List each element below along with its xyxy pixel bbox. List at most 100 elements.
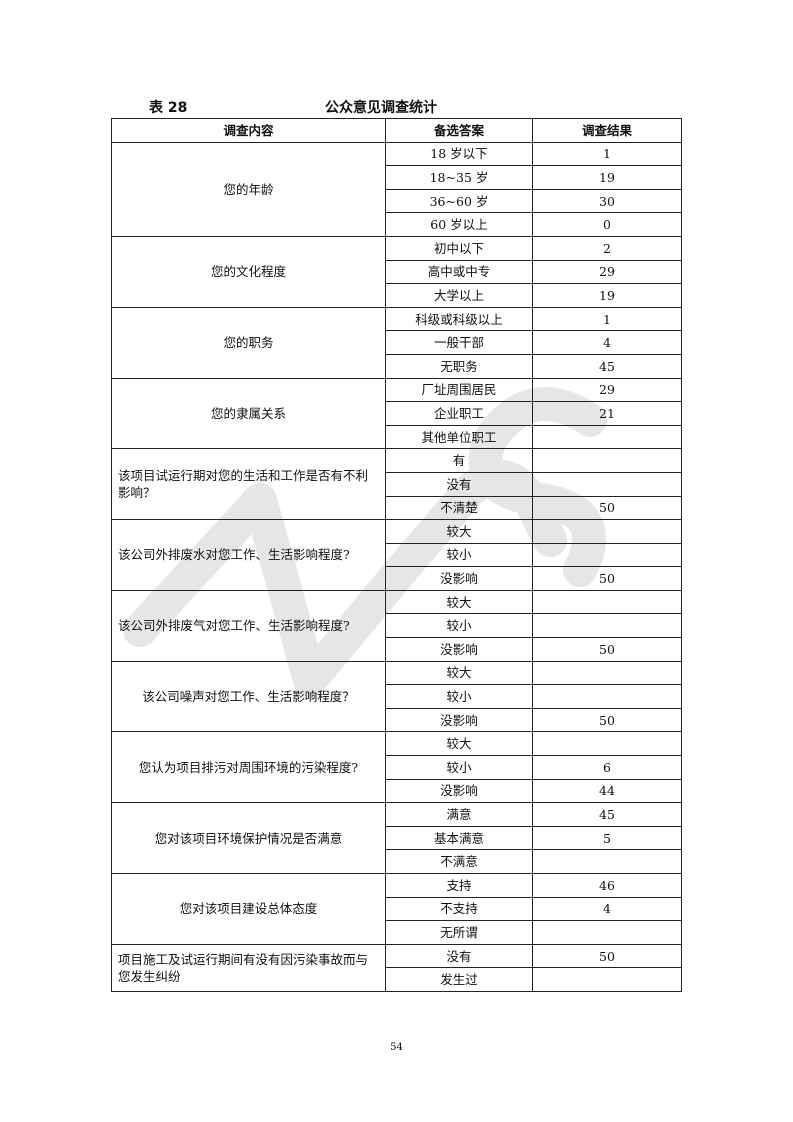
answer-cell: 科级或科级以上 bbox=[385, 306, 533, 332]
result-cell: 45 bbox=[532, 802, 682, 827]
result-cell: 50 bbox=[532, 943, 682, 969]
result-cell: 4 bbox=[532, 330, 682, 355]
result-cell: 5 bbox=[532, 825, 682, 851]
result-cell bbox=[532, 731, 682, 757]
result-cell bbox=[532, 589, 682, 615]
answer-cell: 没有 bbox=[385, 471, 533, 497]
table-row: 一般干部 4 bbox=[112, 330, 682, 355]
result-cell: 6 bbox=[532, 755, 682, 780]
result-cell bbox=[532, 967, 682, 992]
result-cell: 4 bbox=[532, 896, 682, 922]
answer-cell: 较大 bbox=[385, 731, 533, 757]
table-row: 18~35 岁 19 bbox=[112, 165, 682, 190]
answer-cell: 无职务 bbox=[385, 353, 533, 379]
answer-cell: 60 岁以上 bbox=[385, 212, 533, 237]
table-row: 不清楚 50 bbox=[112, 495, 682, 521]
result-cell: 45 bbox=[532, 353, 682, 379]
answer-cell: 没有 bbox=[385, 943, 533, 969]
result-cell: 1 bbox=[532, 141, 682, 167]
result-cell bbox=[532, 542, 682, 568]
table-row: 您的职务 科级或科级以上 1 bbox=[111, 306, 682, 379]
answer-cell: 不满意 bbox=[385, 849, 533, 874]
answer-cell: 较大 bbox=[385, 589, 533, 615]
answer-cell: 36~60 岁 bbox=[385, 188, 533, 214]
result-cell bbox=[532, 471, 682, 497]
result-cell: 29 bbox=[532, 377, 682, 403]
question-cell: 项目施工及试运行期间有没有因污染事故而与您发生纠纷 bbox=[111, 943, 386, 992]
result-cell bbox=[532, 660, 682, 686]
table-row: 较小 bbox=[112, 684, 682, 709]
table-row: 较小 bbox=[112, 613, 682, 639]
answer-cell: 无所谓 bbox=[385, 920, 533, 945]
table-row: 60 岁以上 0 bbox=[112, 212, 682, 237]
question-cell: 该公司外排废气对您工作、生活影响程度? bbox=[111, 589, 386, 662]
table-row: 无职务 45 bbox=[112, 353, 682, 379]
answer-cell: 没影响 bbox=[385, 707, 533, 733]
result-cell: 30 bbox=[532, 188, 682, 214]
result-cell: 46 bbox=[532, 873, 682, 898]
answer-cell: 企业职工 bbox=[385, 401, 533, 426]
table-row: 项目施工及试运行期间有没有因污染事故而与您发生纠纷 没有 50 bbox=[111, 943, 682, 992]
answer-cell: 厂址周围居民 bbox=[385, 377, 533, 403]
table-row: 该公司外排废水对您工作、生活影响程度? 较大 bbox=[111, 519, 682, 591]
table-row: 发生过 bbox=[112, 967, 682, 992]
table-row: 该公司噪声对您工作、生活影响程度？ 较大 bbox=[111, 660, 682, 733]
question-cell: 您对该项目环境保护情况是否满意 bbox=[111, 802, 386, 874]
question-cell: 您认为项目排污对周围环境的污染程度? bbox=[111, 731, 386, 804]
answer-cell: 不支持 bbox=[385, 896, 533, 922]
survey-table: 调查内容 备选答案 调查结果 您的年龄 18 岁以下 1 18~35 岁 19 36~60… bbox=[111, 118, 682, 992]
table-row: 大学以上 19 bbox=[112, 283, 682, 308]
answer-cell: 满意 bbox=[385, 802, 533, 827]
table-row: 高中或中专 29 bbox=[112, 259, 682, 285]
answer-cell: 没影响 bbox=[385, 637, 533, 662]
answer-cell: 较小 bbox=[385, 613, 533, 639]
answer-cell: 较大 bbox=[385, 660, 533, 686]
question-cell: 该公司噪声对您工作、生活影响程度？ bbox=[111, 660, 386, 733]
result-cell bbox=[532, 424, 682, 450]
result-cell: 44 bbox=[532, 778, 682, 804]
table-row: 该公司外排废气对您工作、生活影响程度? 较大 bbox=[111, 589, 682, 662]
answer-cell: 较大 bbox=[385, 519, 533, 544]
answer-cell: 高中或中专 bbox=[385, 259, 533, 285]
answer-cell: 发生过 bbox=[385, 967, 533, 992]
table-title: 公众意见调查统计 bbox=[325, 100, 437, 116]
table-row: 较小 bbox=[112, 542, 682, 568]
result-cell bbox=[532, 519, 682, 544]
question-cell: 该项目试运行期对您的生活和工作是否有不利影响？ bbox=[111, 448, 386, 521]
question-cell: 该公司外排废水对您工作、生活影响程度? bbox=[111, 519, 386, 591]
table-row: 您对该项目环境保护情况是否满意 满意 45 bbox=[111, 802, 682, 874]
table-row: 基本满意 5 bbox=[112, 825, 682, 851]
result-cell: 50 bbox=[532, 495, 682, 521]
answer-cell: 较小 bbox=[385, 542, 533, 568]
result-cell bbox=[532, 448, 682, 473]
result-cell: 19 bbox=[532, 283, 682, 308]
result-cell: 29 bbox=[532, 259, 682, 285]
answer-cell: 18~35 岁 bbox=[385, 165, 533, 190]
question-cell: 您对该项目建设总体态度 bbox=[111, 873, 386, 945]
result-cell bbox=[532, 613, 682, 639]
result-cell bbox=[532, 849, 682, 874]
table-row: 其他单位职工 bbox=[112, 424, 682, 450]
table-row: 您的隶属关系 厂址周围居民 29 bbox=[111, 377, 682, 450]
table-row: 您的年龄 18 岁以下 1 bbox=[111, 141, 682, 237]
table-number: 表 28 bbox=[149, 100, 188, 116]
table-row: 企业职工 21 bbox=[112, 401, 682, 426]
question-cell: 您的年龄 bbox=[111, 141, 386, 237]
answer-cell: 没影响 bbox=[385, 778, 533, 804]
table-row: 没有 bbox=[112, 471, 682, 497]
result-cell: 50 bbox=[532, 707, 682, 733]
answer-cell: 没影响 bbox=[385, 566, 533, 591]
table-row: 您认为项目排污对周围环境的污染程度? 较大 bbox=[111, 731, 682, 804]
question-cell: 您的文化程度 bbox=[111, 235, 386, 308]
result-cell: 50 bbox=[532, 566, 682, 591]
result-cell: 21 bbox=[532, 401, 682, 426]
answer-cell: 其他单位职工 bbox=[385, 424, 533, 450]
result-cell: 2 bbox=[532, 235, 682, 261]
answer-cell: 18 岁以下 bbox=[385, 141, 533, 167]
question-cell: 您的职务 bbox=[111, 306, 386, 379]
result-cell: 19 bbox=[532, 165, 682, 190]
answer-cell: 有 bbox=[385, 448, 533, 473]
answer-cell: 初中以下 bbox=[385, 235, 533, 261]
answer-cell: 基本满意 bbox=[385, 825, 533, 851]
answer-cell: 较小 bbox=[385, 755, 533, 780]
